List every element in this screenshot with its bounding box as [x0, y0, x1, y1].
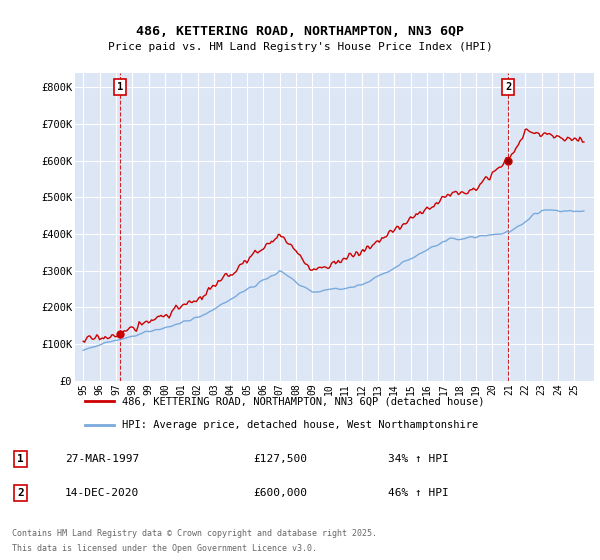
Text: Contains HM Land Registry data © Crown copyright and database right 2025.: Contains HM Land Registry data © Crown c… [12, 529, 377, 538]
Text: 46% ↑ HPI: 46% ↑ HPI [388, 488, 449, 498]
Text: 1: 1 [117, 82, 123, 92]
Text: HPI: Average price, detached house, West Northamptonshire: HPI: Average price, detached house, West… [122, 419, 478, 430]
Text: 486, KETTERING ROAD, NORTHAMPTON, NN3 6QP (detached house): 486, KETTERING ROAD, NORTHAMPTON, NN3 6Q… [122, 396, 484, 407]
Text: 2: 2 [505, 82, 511, 92]
Text: £600,000: £600,000 [253, 488, 307, 498]
Text: 14-DEC-2020: 14-DEC-2020 [65, 488, 139, 498]
Text: 486, KETTERING ROAD, NORTHAMPTON, NN3 6QP: 486, KETTERING ROAD, NORTHAMPTON, NN3 6Q… [136, 25, 464, 38]
Text: 2: 2 [17, 488, 24, 498]
Text: 27-MAR-1997: 27-MAR-1997 [65, 454, 139, 464]
Text: Price paid vs. HM Land Registry's House Price Index (HPI): Price paid vs. HM Land Registry's House … [107, 42, 493, 52]
Text: This data is licensed under the Open Government Licence v3.0.: This data is licensed under the Open Gov… [12, 544, 317, 553]
Text: 34% ↑ HPI: 34% ↑ HPI [388, 454, 449, 464]
Text: 1: 1 [17, 454, 24, 464]
Text: £127,500: £127,500 [253, 454, 307, 464]
